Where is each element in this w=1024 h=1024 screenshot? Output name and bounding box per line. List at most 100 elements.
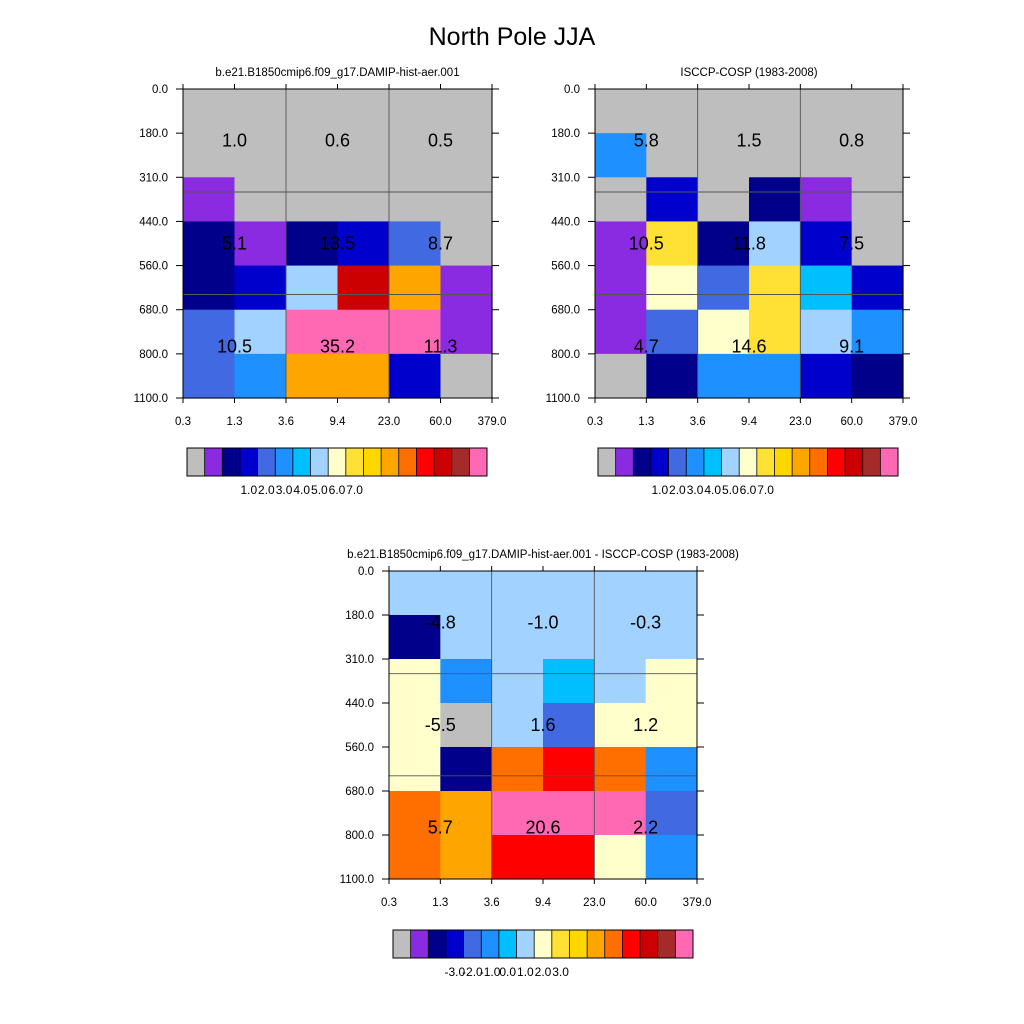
colorbar-label: 6.0 — [740, 483, 757, 497]
heatmap-cell — [595, 89, 647, 134]
heatmap-cell — [645, 659, 698, 704]
colorbar-label: 4.0 — [293, 483, 310, 497]
colorbar-swatch — [739, 448, 758, 476]
heatmap-cell — [286, 89, 339, 134]
heatmap-cell — [440, 615, 493, 660]
heatmap-cell — [389, 265, 442, 311]
y-tick-label: 310.0 — [551, 172, 580, 184]
colorbar-swatch — [239, 448, 258, 476]
heatmap-cell — [543, 791, 595, 836]
heatmap-cell — [594, 659, 647, 704]
heatmap-cell — [389, 177, 442, 223]
heatmap-cell — [645, 791, 698, 836]
colorbar-swatch — [275, 448, 294, 476]
heatmap-cell — [389, 835, 441, 880]
colorbar-swatch — [328, 448, 347, 476]
heatmap-cell — [749, 265, 801, 311]
colorbar-swatch — [615, 448, 634, 476]
colorbar-swatch — [310, 448, 329, 476]
heatmap-cell — [183, 221, 236, 267]
colorbar-swatch — [633, 448, 652, 476]
colorbar-frame — [186, 447, 488, 477]
heatmap-cell — [440, 703, 493, 748]
heatmap-cell — [389, 221, 442, 267]
heatmap-cell — [594, 835, 647, 880]
colorbar-label: 6.0 — [329, 483, 346, 497]
colorbar-swatch — [703, 448, 722, 476]
colorbar-swatch — [398, 448, 417, 476]
heatmap-cell — [595, 353, 647, 399]
heatmap-cell — [183, 265, 236, 311]
heatmap-cell — [646, 265, 699, 311]
colorbar-swatch — [809, 448, 828, 476]
heatmap-cell — [440, 353, 493, 399]
y-tick-label: 1100.0 — [134, 393, 168, 405]
heatmap-cell — [749, 89, 801, 134]
colorbar-label: -2.0 — [462, 965, 483, 979]
colorbar: 1.0 2.0 3.0 4.0 5.0 6.0 7.0 — [597, 447, 899, 497]
heatmap-cell — [543, 571, 595, 616]
colorbar-swatch — [428, 930, 447, 958]
box-value-label: 10.5 — [217, 337, 252, 357]
x-tick-label: 9.4 — [330, 416, 347, 428]
heatmap-cell — [491, 791, 544, 836]
heatmap-cell — [337, 133, 390, 178]
heatmap-cell — [440, 265, 493, 311]
colorbar-swatch — [675, 930, 694, 958]
colorbar-label: 5.0 — [722, 483, 739, 497]
x-tick-label: 3.6 — [690, 416, 706, 428]
heatmap-cell — [645, 703, 698, 748]
heatmap-cell — [491, 747, 544, 792]
colorbar-swatch — [657, 930, 676, 958]
heatmap-cell — [389, 703, 441, 748]
heatmap-cell — [440, 221, 493, 267]
colorbar-label: 7.0 — [346, 483, 363, 497]
y-tick-label: 0.0 — [358, 566, 374, 578]
box-value-label: 1.6 — [530, 715, 555, 735]
heatmap-cell — [851, 89, 904, 134]
colorbar-label: 3.0 — [276, 483, 293, 497]
heatmap-cell — [440, 571, 493, 616]
colorbar-swatch — [668, 448, 687, 476]
colorbar-swatch — [257, 448, 276, 476]
box-value-label: 1.2 — [633, 715, 658, 735]
panel-3: -4.8 -1.0 -0.3 -5.5 1.6 1.2 5.7 20.6 2.2 0.3 1.3 3.… — [340, 549, 739, 979]
colorbar-label: 2.0 — [535, 965, 552, 979]
heatmap-cell — [543, 747, 595, 792]
box-value-label: 5.8 — [634, 131, 659, 151]
x-tick-label: 1.3 — [432, 897, 448, 909]
panel-title: b.e21.B1850cmip6.f09_g17.DAMIP-hist-aer.… — [347, 549, 739, 561]
y-tick-label: 680.0 — [345, 786, 374, 798]
heatmap-cell — [491, 615, 544, 660]
colorbar-label: -3.0 — [444, 965, 465, 979]
heatmap-cell — [851, 265, 904, 311]
box-value-label: 20.6 — [525, 818, 560, 838]
heatmap-cell — [337, 265, 390, 311]
heatmap-cell — [183, 177, 236, 223]
x-tick-label: 3.6 — [278, 416, 294, 428]
y-tick-label: 680.0 — [551, 305, 580, 317]
x-tick-label: 9.4 — [741, 416, 758, 428]
heatmap-cell — [697, 89, 750, 134]
heatmap-cell — [645, 835, 698, 880]
x-tick-label: 9.4 — [535, 897, 552, 909]
colorbar-label: -1.0 — [480, 965, 501, 979]
colorbar-swatch — [686, 448, 705, 476]
colorbar-swatch — [292, 448, 311, 476]
colorbar-swatch — [862, 448, 881, 476]
heatmap-cell — [749, 353, 801, 399]
x-tick-label: 0.3 — [175, 416, 191, 428]
box-value-label: 7.5 — [839, 234, 864, 254]
colorbar-swatch — [204, 448, 223, 476]
x-tick-label: 60.0 — [841, 416, 863, 428]
heatmap-cell — [389, 791, 441, 836]
panel-title: ISCCP-COSP (1983-2008) — [680, 67, 817, 79]
y-tick-label: 440.0 — [345, 698, 374, 710]
panel-2: 5.8 1.5 0.8 10.5 11.8 7.5 4.7 14.6 9.1 0.3 1.3 3.6 9… — [546, 67, 918, 497]
colorbar-swatch — [451, 448, 470, 476]
x-tick-label: 23.0 — [583, 897, 605, 909]
box-value-label: 2.2 — [633, 818, 658, 838]
heatmap-cell — [645, 615, 698, 660]
heatmap-cell — [800, 265, 853, 311]
heatmap-cell — [440, 133, 493, 178]
